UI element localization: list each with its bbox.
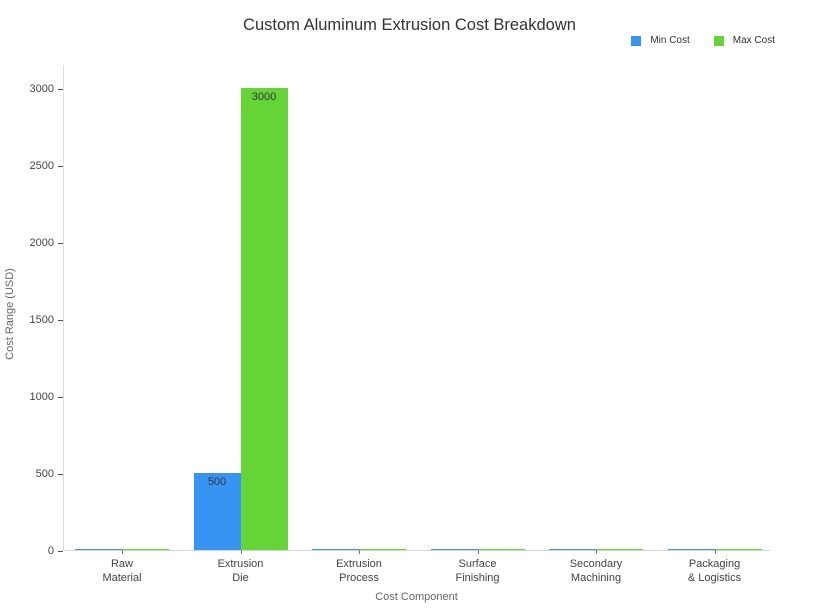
x-tick-label: Extrusion Die [217,558,264,584]
y-tick-label: 3000 [29,83,54,95]
y-tick-mark [58,396,63,398]
bar-min-cost-raw-material [75,549,122,550]
bar-min-cost-extrusion-die: 500 [193,473,241,550]
legend-label-max-cost: Max Cost [732,35,775,46]
y-tick-mark [58,550,63,552]
bar-min-cost-extrusion-process [312,549,359,550]
legend-swatch-max-cost [713,35,724,46]
legend: Min Cost Max Cost [631,35,775,46]
bar-value-label: 500 [207,476,227,488]
bar-max-cost-extrusion-die: 3000 [240,88,288,550]
bar-min-cost-surface-finishing [430,549,478,550]
x-tick-mark [240,550,242,554]
y-tick-mark [58,242,63,244]
x-tick-mark [359,550,360,554]
x-tick-label: Packaging & Logistics [687,558,742,584]
x-tick-label: Secondary Machining [569,558,623,584]
x-tick-mark [596,550,597,554]
y-tick-mark [58,165,63,167]
legend-label-min-cost: Min Cost [650,35,690,46]
chart-title: Custom Aluminum Extrusion Cost Breakdown [243,16,576,34]
legend-item-max-cost: Max Cost [713,35,775,46]
y-tick-label: 1000 [29,391,54,403]
x-tick-mark [477,550,479,554]
x-tick-label: Raw Material [102,558,142,584]
y-tick-label: 1500 [29,314,54,326]
y-tick-label: 0 [47,545,54,557]
y-tick-label: 2500 [29,160,54,172]
x-axis-title: Cost Component [375,591,458,603]
bar-min-cost-secondary-machining [549,549,596,550]
y-tick-mark [58,473,63,475]
bar-max-cost-raw-material [122,549,169,550]
x-tick-mark [714,550,716,554]
y-tick-label: 500 [35,468,54,480]
bar-max-cost-surface-finishing [477,549,525,550]
bar-min-cost-packaging-logistics [667,549,715,550]
legend-swatch-min-cost [631,35,642,46]
plot-area: 0 500 1000 1500 2000 2500 3000 Raw Material Extru… [30,65,770,584]
y-tick-label: 2000 [29,237,54,249]
y-tick-mark [58,319,63,321]
bar-max-cost-extrusion-process [359,549,406,550]
x-tick-label: Surface Finishing [455,558,500,584]
bar-value-label: 3000 [251,91,277,103]
bar-max-cost-packaging-logistics [714,549,762,550]
x-tick-label: Extrusion Process [336,558,382,584]
y-tick-mark [58,88,63,90]
x-tick-mark [122,550,123,554]
legend-item-min-cost: Min Cost [631,35,690,46]
bar-max-cost-secondary-machining [596,549,643,550]
